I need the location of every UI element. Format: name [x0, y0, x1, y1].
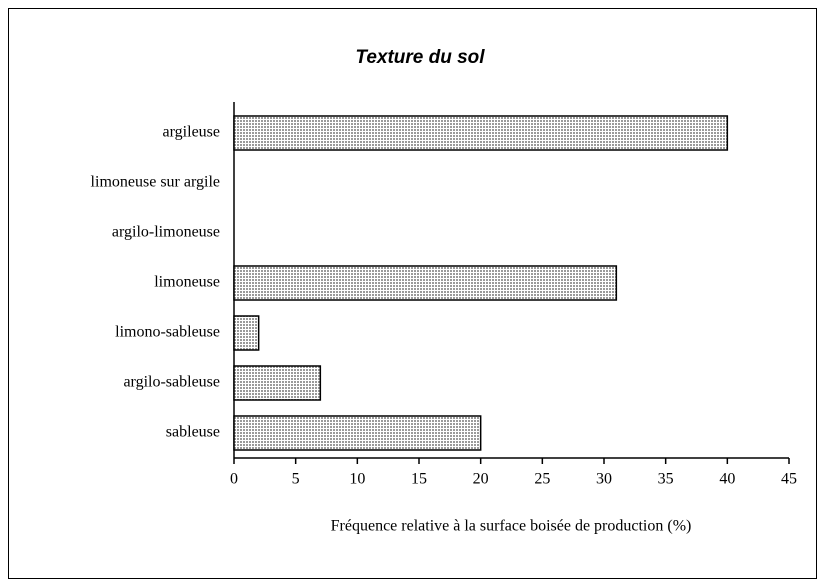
x-tick-label: 25 [534, 471, 550, 488]
x-tick-label: 10 [349, 471, 365, 488]
x-tick-label: 20 [473, 471, 489, 488]
x-tick-label: 45 [781, 471, 797, 488]
bar [233, 315, 260, 351]
x-tick-label: 15 [411, 471, 427, 488]
y-tick-label: limono-sableuse [115, 324, 220, 341]
y-tick-label: argileuse [163, 124, 220, 141]
y-tick-label: argilo-limoneuse [112, 224, 220, 241]
x-tick-label: 30 [596, 471, 612, 488]
x-tick-label: 35 [658, 471, 674, 488]
y-tick-label: limoneuse [154, 274, 220, 291]
y-tick-label: argilo-sableuse [123, 374, 220, 391]
bar [233, 365, 322, 401]
chart-title: Texture du sol [355, 47, 485, 68]
x-axis-label: Fréquence relative à la surface boisée d… [331, 518, 692, 535]
bar [233, 415, 482, 451]
y-tick-label: limoneuse sur argile [91, 174, 220, 191]
y-tick-label: sableuse [166, 424, 220, 441]
x-tick-label: 5 [292, 471, 300, 488]
bar [233, 115, 729, 151]
bar [233, 265, 618, 301]
x-tick-label: 0 [230, 471, 238, 488]
x-tick-label: 40 [719, 471, 735, 488]
